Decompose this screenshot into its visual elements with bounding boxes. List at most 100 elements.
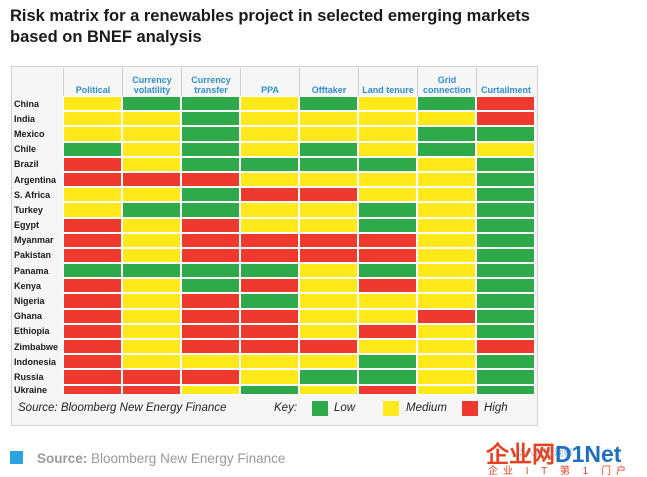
cell-ukraine-offtaker <box>299 384 358 395</box>
cell-kenya-land-tenure <box>358 278 417 294</box>
cell-pakistan-currency-volatility <box>122 247 181 264</box>
cell-myanmar-currency-transfer <box>181 232 240 248</box>
cell-pakistan-offtaker <box>299 247 358 264</box>
row-label-pakistan: Pakistan <box>14 250 52 261</box>
cell-argentina-ppa <box>240 171 299 188</box>
cell-kenya-offtaker <box>299 278 358 294</box>
cell-ghana-currency-transfer <box>181 308 240 324</box>
row-label-panama: Panama <box>14 265 49 276</box>
cell-russia-land-tenure <box>358 369 417 385</box>
column-header-political: Political <box>63 68 122 96</box>
cell-turkey-currency-transfer <box>181 202 240 218</box>
cell-egypt-curtailment <box>476 217 535 233</box>
cell-indonesia-political <box>63 354 122 370</box>
cell-mexico-currency-volatility <box>122 126 181 142</box>
cell-ukraine-currency-transfer <box>181 384 240 395</box>
row-label-nigeria: Nigeria <box>14 296 45 307</box>
cell-ethiopia-political <box>63 323 122 339</box>
cell-china-land-tenure <box>358 96 417 112</box>
cell-ukraine-ppa <box>240 384 299 395</box>
row-label-brazil: Brazil <box>14 159 39 170</box>
cell-egypt-currency-transfer <box>181 217 240 233</box>
cell-brazil-curtailment <box>476 156 535 172</box>
row-label-india: India <box>14 113 36 124</box>
cell-argentina-grid-connection <box>417 171 476 188</box>
cell-myanmar-land-tenure <box>358 232 417 248</box>
cell-s-africa-offtaker <box>299 187 358 203</box>
cell-ukraine-currency-volatility <box>122 384 181 395</box>
cell-ukraine-political <box>63 384 122 395</box>
cell-brazil-land-tenure <box>358 156 417 172</box>
cell-panama-land-tenure <box>358 263 417 279</box>
cell-kenya-political <box>63 278 122 294</box>
cell-brazil-ppa <box>240 156 299 172</box>
cell-nigeria-currency-volatility <box>122 293 181 309</box>
row-label-indonesia: Indonesia <box>14 356 57 367</box>
cell-china-grid-connection <box>417 96 476 112</box>
cell-chile-land-tenure <box>358 141 417 157</box>
cell-pakistan-curtailment <box>476 247 535 264</box>
chart-title-line-1: Risk matrix for a renewables project in … <box>10 7 530 25</box>
cell-ukraine-land-tenure <box>358 384 417 395</box>
cell-chile-ppa <box>240 141 299 157</box>
cell-indonesia-curtailment <box>476 354 535 370</box>
cell-ghana-grid-connection <box>417 308 476 324</box>
row-label-myanmar: Myanmar <box>14 235 54 246</box>
cell-indonesia-grid-connection <box>417 354 476 370</box>
cell-zimbabwe-ppa <box>240 339 299 355</box>
cell-mexico-offtaker <box>299 126 358 142</box>
cell-india-grid-connection <box>417 111 476 127</box>
cell-argentina-political <box>63 171 122 188</box>
legend-swatch-low <box>312 401 328 416</box>
column-header-currency-volatility: Currency volatility <box>122 68 181 96</box>
cell-kenya-ppa <box>240 278 299 294</box>
cell-myanmar-grid-connection <box>417 232 476 248</box>
watermark-faint-text: 华人能源观察 <box>516 448 574 459</box>
row-label-egypt: Egypt <box>14 220 40 231</box>
row-label-turkey: Turkey <box>14 204 43 215</box>
legend-swatch-medium <box>383 401 399 416</box>
cell-mexico-land-tenure <box>358 126 417 142</box>
cell-egypt-political <box>63 217 122 233</box>
row-label-russia: Russia <box>14 371 44 382</box>
cell-turkey-currency-volatility <box>122 202 181 218</box>
cell-india-land-tenure <box>358 111 417 127</box>
cell-pakistan-currency-transfer <box>181 247 240 264</box>
cell-brazil-political <box>63 156 122 172</box>
cell-chile-offtaker <box>299 141 358 157</box>
cell-argentina-currency-transfer <box>181 171 240 188</box>
cell-chile-currency-transfer <box>181 141 240 157</box>
cell-brazil-currency-volatility <box>122 156 181 172</box>
cell-s-africa-political <box>63 187 122 203</box>
chart-title: Risk matrix for a renewables project in … <box>10 6 630 48</box>
cell-nigeria-land-tenure <box>358 293 417 309</box>
cell-indonesia-currency-volatility <box>122 354 181 370</box>
watermark-brand: D1Net <box>555 441 622 467</box>
legend-label-high: High <box>484 402 508 414</box>
cell-china-currency-transfer <box>181 96 240 112</box>
legend-key-label: Key: <box>274 402 298 414</box>
cell-indonesia-offtaker <box>299 354 358 370</box>
cell-mexico-currency-transfer <box>181 126 240 142</box>
cell-nigeria-currency-transfer <box>181 293 240 309</box>
risk-matrix-grid: Political Currency volatility Currency tra… <box>12 68 535 395</box>
row-label-zimbabwe: Zimbabwe <box>14 341 59 352</box>
cell-china-ppa <box>240 96 299 112</box>
row-label-ghana: Ghana <box>14 311 43 322</box>
cell-chile-political <box>63 141 122 157</box>
cell-turkey-ppa <box>240 202 299 218</box>
cell-argentina-offtaker <box>299 171 358 188</box>
cell-egypt-currency-volatility <box>122 217 181 233</box>
grid-corner <box>12 68 63 96</box>
row-label-argentina: Argentina <box>14 174 57 185</box>
watermark-main: 企业网 <box>486 441 555 467</box>
legend-source: Source: Bloomberg New Energy Finance <box>18 402 227 414</box>
cell-turkey-offtaker <box>299 202 358 218</box>
row-label-mexico: Mexico <box>14 128 45 139</box>
cell-nigeria-political <box>63 293 122 309</box>
legend-label-low: Low <box>334 402 356 414</box>
cell-russia-ppa <box>240 369 299 385</box>
cell-ethiopia-land-tenure <box>358 323 417 339</box>
column-header-currency-transfer: Currency transfer <box>181 68 240 96</box>
row-label-s-africa: S. Africa <box>14 189 51 200</box>
